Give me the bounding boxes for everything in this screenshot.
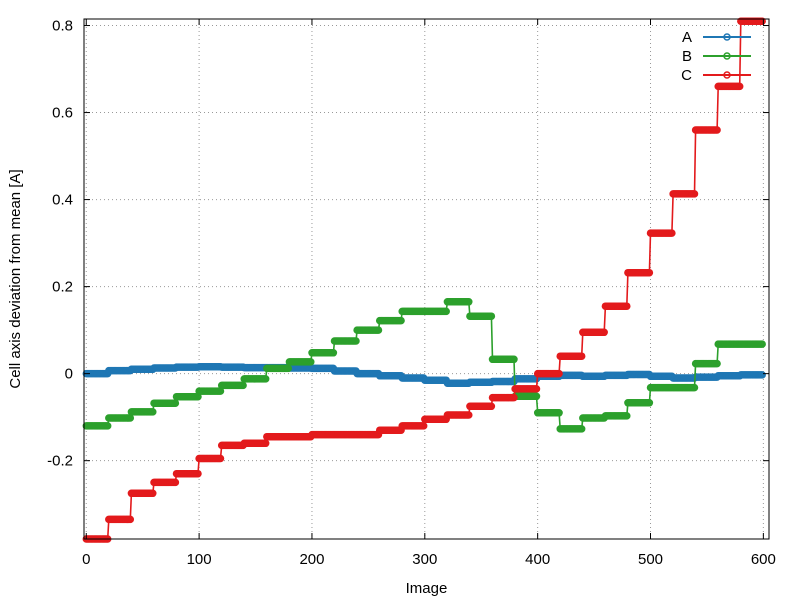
data-point — [532, 392, 541, 401]
x-tick-label: 500 — [638, 551, 663, 568]
x-tick-label: 200 — [299, 551, 324, 568]
y-tick-label: 0.2 — [52, 279, 73, 296]
y-tick-label: 0.8 — [52, 18, 73, 35]
series-a — [82, 362, 766, 387]
data-point — [149, 489, 157, 498]
legend: ABC — [681, 29, 751, 84]
data-point — [149, 408, 157, 416]
legend-marker — [723, 52, 731, 60]
data-point — [713, 126, 721, 134]
data-point — [510, 393, 518, 402]
x-tick-label: 0 — [82, 551, 90, 568]
data-point — [690, 190, 699, 198]
x-tick-label: 300 — [412, 551, 437, 568]
data-point — [487, 402, 496, 411]
data-point — [103, 422, 112, 430]
plot-area — [82, 17, 766, 543]
data-point — [442, 307, 450, 316]
legend-marker — [723, 33, 731, 41]
data-point — [126, 515, 135, 524]
data-point — [397, 316, 405, 325]
data-point — [419, 422, 428, 430]
data-point — [532, 385, 541, 393]
x-tick-label: 600 — [751, 551, 776, 568]
data-point — [645, 399, 654, 407]
data-point — [690, 383, 699, 392]
data-point — [577, 425, 586, 433]
data-point — [352, 337, 360, 345]
data-point — [758, 340, 766, 348]
x-tick-label: 400 — [525, 551, 550, 568]
data-point — [645, 268, 654, 277]
data-point — [623, 302, 631, 310]
data-point — [374, 326, 383, 334]
x-axis-label: Image — [406, 580, 448, 597]
y-tick-label: 0.4 — [52, 192, 73, 209]
data-point — [307, 358, 315, 366]
legend-label: B — [682, 48, 692, 65]
data-point — [194, 469, 202, 478]
y-tick-label: 0 — [65, 366, 73, 383]
data-point — [487, 312, 496, 320]
data-point — [735, 82, 744, 91]
data-point — [465, 411, 473, 419]
data-point — [510, 355, 518, 364]
axes: 0 100 200 300 400 500 600 -0.2 0 0.2 0.4 0.6 0.8 — [47, 18, 776, 568]
data-point — [758, 371, 766, 379]
data-point — [329, 349, 338, 357]
plot-frame — [83, 18, 770, 540]
series-c — [82, 17, 766, 543]
data-point — [465, 298, 473, 306]
data-point — [600, 328, 608, 337]
y-tick-label: -0.2 — [47, 453, 73, 470]
legend-label: C — [681, 67, 692, 84]
x-tick-label: 100 — [187, 551, 212, 568]
data-point — [261, 375, 270, 383]
data-point — [555, 409, 563, 417]
series-b — [82, 298, 766, 433]
data-point — [577, 352, 586, 360]
data-point — [216, 454, 225, 463]
data-point — [171, 478, 180, 487]
data-point — [623, 412, 631, 420]
legend-marker — [723, 71, 731, 79]
data-point — [713, 359, 721, 368]
y-tick-label: 0.6 — [52, 105, 73, 122]
grid — [84, 19, 769, 539]
legend-label: A — [682, 29, 692, 46]
data-point — [555, 369, 563, 378]
data-point — [261, 439, 270, 448]
y-axis-label: Cell axis deviation from mean [A] — [7, 169, 24, 388]
series-line — [86, 20, 763, 540]
data-point — [668, 229, 676, 237]
data-point — [758, 17, 766, 25]
